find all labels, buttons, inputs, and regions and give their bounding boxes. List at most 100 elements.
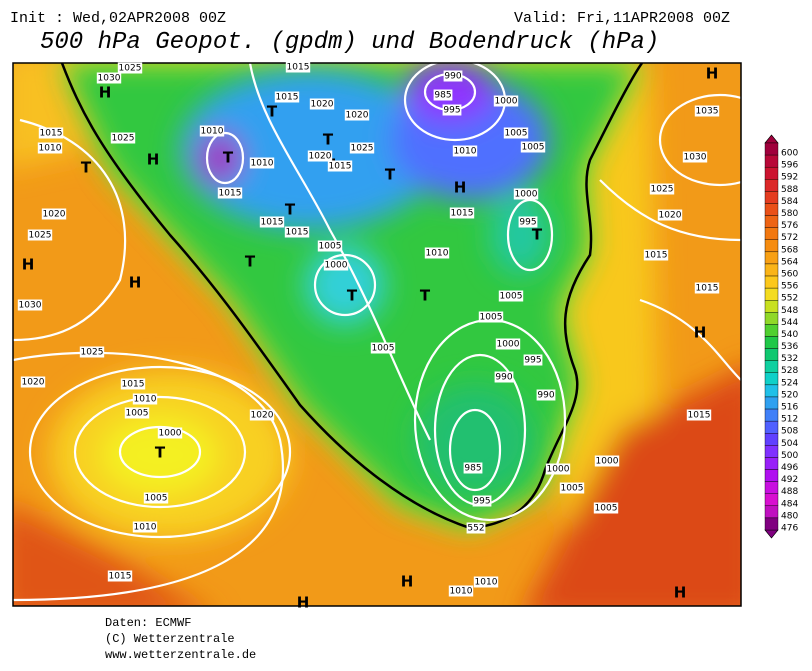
- isobar-label-box: [37, 142, 63, 154]
- isobar-label: 1015: [329, 162, 352, 172]
- scale-swatch: [764, 142, 779, 156]
- isobar-label-box: [472, 495, 492, 507]
- isobar-label: 1005: [505, 129, 528, 139]
- isobar-label: 1020: [309, 152, 332, 162]
- isobar-label: 995: [443, 106, 460, 116]
- isobar-label: 1020: [43, 210, 66, 220]
- scale-label: 484: [781, 499, 798, 509]
- isobar-label-box: [107, 570, 133, 582]
- isobar-label: 995: [524, 356, 541, 366]
- isobar-label-box: [274, 91, 300, 103]
- scale-label: 512: [781, 415, 798, 425]
- scale-cap: [764, 529, 779, 539]
- scale-label: 584: [781, 197, 798, 207]
- scale-label: 568: [781, 245, 798, 255]
- isobar-label-box: [132, 393, 158, 405]
- isobar-label-box: [433, 89, 453, 101]
- isobar-label: 1000: [547, 465, 570, 475]
- scale-label: 576: [781, 221, 798, 231]
- isobar-label: 1005: [561, 484, 584, 494]
- scale-swatch: [764, 336, 779, 349]
- isobar-label: 1000: [497, 340, 520, 350]
- scale-swatch: [764, 469, 779, 482]
- isobar-label: 1010: [134, 395, 157, 405]
- pressure-center: T: [420, 287, 431, 305]
- isobar-label: 1005: [319, 242, 342, 252]
- pressure-center: H: [129, 274, 142, 292]
- footer-line: Daten: ECMWF: [105, 616, 191, 630]
- isobar-label: 995: [519, 218, 536, 228]
- color-scale: 600 596 592 588 584 580 576 572 568 564 560 556 552 5…: [764, 134, 798, 539]
- isobar-label-box: [518, 216, 538, 228]
- pressure-center: T: [285, 201, 296, 219]
- isobar-label: 995: [473, 497, 490, 507]
- isobar-label: 1010: [454, 147, 477, 157]
- isobar-label-box: [452, 145, 478, 157]
- scale-swatch: [764, 203, 779, 216]
- isobar-label-box: [494, 371, 514, 383]
- scale-label: 508: [781, 427, 798, 437]
- scale-label: 548: [781, 306, 798, 316]
- isobar-label: 1025: [81, 348, 104, 358]
- isobar-label: 1000: [325, 261, 348, 271]
- scale-label: 592: [781, 173, 798, 183]
- isobar-label: 985: [464, 464, 481, 474]
- scale-label: 488: [781, 487, 798, 497]
- isobar-label-box: [20, 376, 46, 388]
- scale-swatch: [764, 227, 779, 240]
- isobar-label: 552: [467, 524, 484, 534]
- isobar-label-box: [309, 98, 335, 110]
- isobar-label-box: [370, 342, 396, 354]
- isobar-label: 1005: [480, 313, 503, 323]
- isobar-label-box: [449, 207, 475, 219]
- scale-label: 516: [781, 403, 798, 413]
- isobar-label-box: [117, 62, 143, 74]
- isobar-label: 1010: [475, 578, 498, 588]
- isobar-label: 1010: [450, 587, 473, 597]
- isobar-label: 1030: [684, 153, 707, 163]
- isobar-label-box: [694, 282, 720, 294]
- scale-label: 492: [781, 475, 798, 485]
- scale-swatch: [764, 251, 779, 265]
- isobar-label: 1000: [515, 190, 538, 200]
- scale-label: 580: [781, 209, 798, 219]
- footer-line: www.wetterzentrale.de: [105, 648, 256, 662]
- isobar-label-box: [27, 229, 53, 241]
- isobar-label: 1015: [122, 380, 145, 390]
- scale-swatch: [764, 481, 779, 494]
- scale-swatch: [764, 360, 779, 373]
- pressure-center: T: [532, 226, 543, 244]
- isobar-label-box: [545, 463, 571, 475]
- isobar-label: 1015: [645, 251, 668, 261]
- isobar-label-box: [513, 188, 539, 200]
- isobar-label-box: [327, 160, 353, 172]
- isobar-label: 1020: [251, 411, 274, 421]
- pressure-center: H: [401, 573, 414, 591]
- isobar-label-box: [520, 141, 546, 153]
- scale-swatch: [764, 324, 779, 337]
- isobar-label: 1030: [19, 301, 42, 311]
- isobar-label: 1005: [372, 344, 395, 354]
- isobar-label-box: [79, 346, 105, 358]
- isobar-label-box: [110, 132, 136, 144]
- isobar-label-box: [643, 249, 669, 261]
- isobar-label: 990: [444, 72, 461, 82]
- isobar-label-box: [157, 427, 183, 439]
- pressure-center: T: [347, 287, 358, 305]
- isobar-label: 1015: [109, 572, 132, 582]
- scale-swatch: [764, 517, 779, 531]
- isobar-label-box: [495, 338, 521, 350]
- isobar-label-box: [686, 409, 712, 421]
- init-time: Init : Wed,02APR2008 00Z: [10, 10, 226, 27]
- isobar-label: 1015: [287, 63, 310, 73]
- isobar-label-box: [649, 183, 675, 195]
- pressure-center: H: [694, 324, 707, 342]
- scale-label: 572: [781, 233, 798, 243]
- isobar-label-box: [536, 389, 556, 401]
- isobar-label-box: [124, 407, 150, 419]
- pressure-center: T: [81, 159, 92, 177]
- scale-label: 536: [781, 342, 798, 352]
- isobar-label-box: [317, 240, 343, 252]
- scale-label: 528: [781, 366, 798, 376]
